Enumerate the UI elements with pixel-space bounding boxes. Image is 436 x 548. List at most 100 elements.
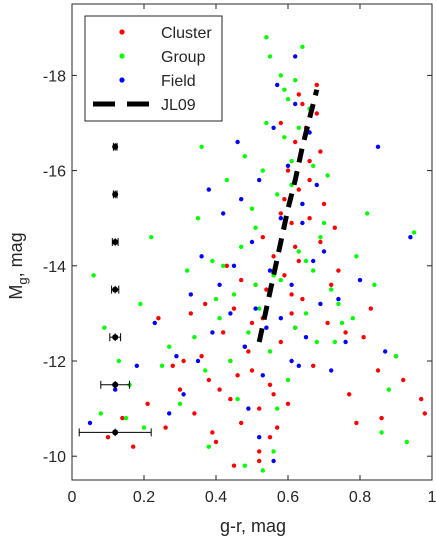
point-group	[275, 192, 280, 197]
point-group	[303, 258, 309, 264]
point-group	[278, 277, 283, 283]
point-cluster	[188, 311, 193, 316]
point-group	[325, 173, 330, 178]
point-cluster	[296, 258, 301, 264]
legend-label-jl09: JL09	[161, 97, 196, 114]
point-group	[98, 411, 104, 416]
point-field	[113, 387, 118, 392]
point-cluster	[249, 320, 255, 326]
point-group	[253, 225, 258, 230]
point-field	[253, 306, 258, 311]
point-group	[282, 135, 287, 140]
point-cluster	[368, 306, 373, 311]
y-tick-label: -10	[43, 449, 66, 466]
point-group	[303, 311, 309, 316]
point-field	[318, 301, 323, 307]
point-field	[285, 163, 291, 168]
point-field	[375, 144, 381, 149]
point-cluster	[257, 449, 262, 454]
point-cluster	[221, 330, 226, 335]
point-field	[275, 82, 280, 88]
point-group	[249, 206, 255, 211]
point-group	[311, 163, 316, 168]
point-group	[296, 125, 301, 130]
point-cluster	[300, 296, 305, 302]
axes: 0 0.2 0.4 0.6 0.8 1 -10 -12 -14 -16 -18	[43, 3, 436, 506]
point-group	[339, 320, 345, 326]
point-cluster	[267, 382, 273, 387]
point-field	[278, 216, 283, 221]
point-field	[167, 411, 172, 416]
point-cluster	[249, 368, 255, 373]
point-cluster	[379, 415, 384, 421]
point-field	[336, 296, 341, 302]
point-cluster	[213, 439, 219, 445]
point-group	[116, 358, 122, 364]
point-group	[167, 344, 172, 349]
series-cluster	[105, 82, 427, 468]
point-field	[242, 344, 247, 349]
point-cluster	[318, 149, 323, 154]
point-cluster	[282, 197, 287, 202]
error-bar-point	[112, 286, 119, 293]
point-cluster	[181, 358, 186, 364]
point-cluster	[289, 220, 294, 226]
point-field	[249, 239, 255, 245]
point-field	[260, 373, 265, 378]
y-tick-label: -16	[43, 164, 66, 181]
point-cluster	[206, 377, 211, 383]
error-bar-point	[112, 334, 119, 341]
point-cluster	[285, 401, 291, 406]
point-field	[188, 292, 193, 297]
point-field	[329, 368, 334, 373]
point-group	[264, 120, 269, 126]
point-cluster	[120, 415, 125, 421]
point-group	[102, 325, 107, 330]
legend-label-cluster: Cluster	[161, 25, 212, 42]
point-group	[332, 339, 337, 345]
point-group	[267, 349, 273, 354]
point-field	[235, 139, 240, 145]
point-cluster	[177, 387, 183, 392]
legend-marker-group	[119, 53, 125, 59]
point-cluster	[231, 463, 237, 468]
point-field	[228, 311, 233, 316]
point-cluster	[257, 458, 262, 464]
point-cluster	[267, 435, 273, 440]
point-group	[300, 44, 305, 49]
point-field	[303, 335, 309, 340]
point-field	[343, 339, 348, 345]
point-group	[267, 54, 273, 59]
point-cluster	[318, 239, 323, 245]
point-cluster	[354, 420, 359, 426]
point-cluster	[275, 425, 280, 430]
point-group	[365, 211, 370, 216]
point-cluster	[282, 273, 287, 278]
point-cluster	[199, 354, 204, 359]
point-field	[289, 358, 294, 364]
point-field	[314, 182, 319, 188]
point-cluster	[278, 211, 283, 216]
point-group	[224, 177, 229, 183]
point-group	[314, 339, 319, 345]
point-cluster	[314, 111, 319, 116]
point-group	[195, 216, 201, 221]
point-group	[199, 144, 204, 149]
point-group	[379, 430, 384, 435]
point-cluster	[278, 120, 283, 126]
y-tick-label: -14	[43, 259, 66, 276]
point-field	[152, 320, 157, 326]
point-group	[318, 235, 323, 240]
point-cluster	[163, 425, 168, 430]
point-cluster	[192, 411, 197, 416]
point-group	[149, 235, 154, 240]
point-cluster	[210, 430, 215, 435]
point-field	[296, 363, 301, 368]
point-cluster	[293, 139, 298, 145]
point-cluster	[329, 282, 334, 287]
point-group	[293, 325, 298, 330]
point-group	[239, 244, 244, 249]
point-cluster	[336, 268, 341, 273]
point-cluster	[285, 168, 291, 173]
data-layer	[78, 35, 427, 473]
